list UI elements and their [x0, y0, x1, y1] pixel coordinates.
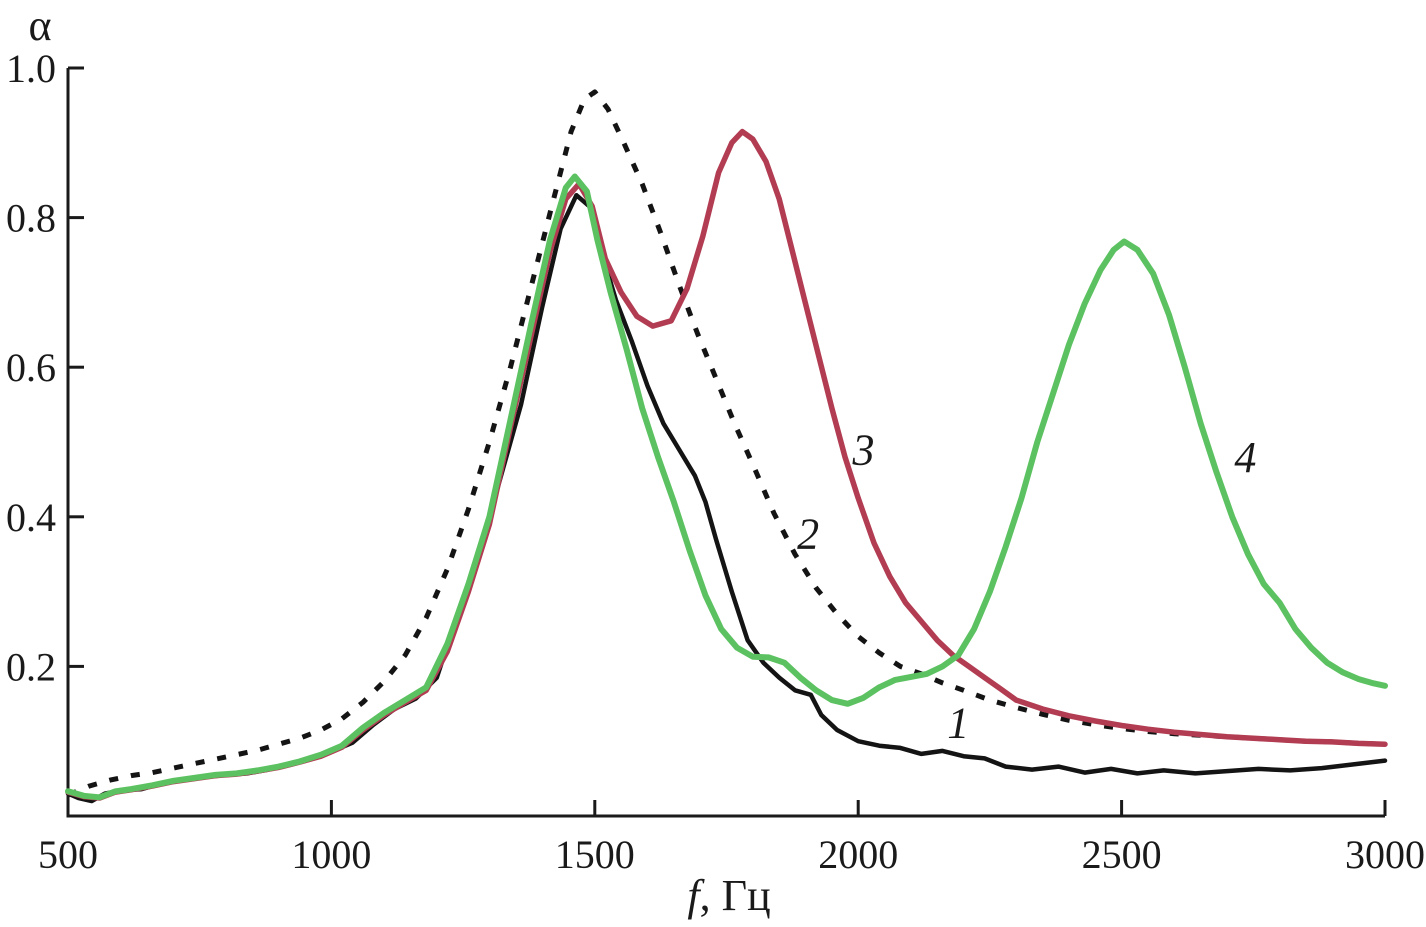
x-tick-label: 2000 — [818, 832, 898, 877]
x-axis-title: f, Гц — [687, 871, 770, 920]
axes — [66, 66, 1387, 818]
x-tick-label: 1500 — [555, 832, 635, 877]
curve-1 — [65, 192, 1388, 804]
axis-lines — [66, 68, 1385, 818]
y-tick-label: 0.6 — [6, 345, 56, 390]
tick-labels: 0.2 0.4 0.6 0.8 1.0 500 1000 1500 2000 2500 3000 — [6, 46, 1425, 877]
y-axis-title: α — [28, 1, 51, 50]
x-tick-label: 1000 — [291, 832, 371, 877]
curve-label-3: 3 — [851, 425, 874, 474]
curve-label-4: 4 — [1234, 433, 1256, 482]
curve-2 — [67, 89, 1386, 798]
curve-label-1: 1 — [947, 699, 969, 748]
y-tick-label: 0.8 — [6, 196, 56, 241]
x-axis-title-unit: , Гц — [700, 871, 771, 920]
y-tick-label: 0.2 — [6, 644, 56, 689]
curve-labels: 1 23 4 — [797, 425, 1256, 747]
x-tick-label: 3000 — [1345, 832, 1425, 877]
x-tick-label: 2500 — [1082, 832, 1162, 877]
curve-3 — [65, 128, 1388, 801]
y-tick-label: 1.0 — [6, 46, 56, 91]
curves — [65, 89, 1388, 804]
curve-label-2: 2 — [797, 509, 819, 558]
y-tick-label: 0.4 — [6, 495, 56, 540]
x-tick-label: 500 — [38, 832, 98, 877]
curve-4 — [65, 173, 1388, 801]
